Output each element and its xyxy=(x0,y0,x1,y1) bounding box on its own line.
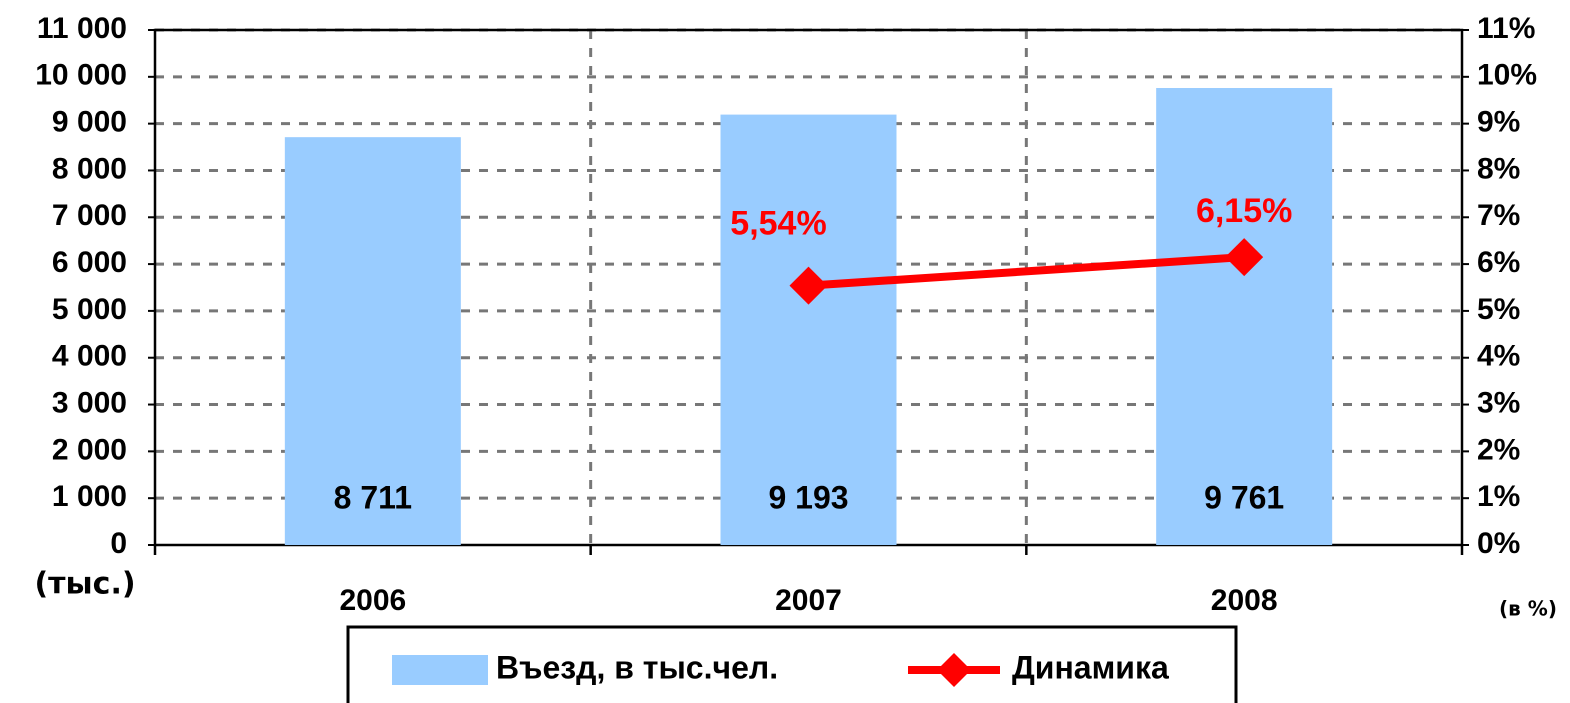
y2-tick-label: 1% xyxy=(1477,480,1520,513)
y-tick-label: 10 000 xyxy=(35,59,127,92)
bar-value-label: 8 711 xyxy=(334,479,412,515)
y-tick-label: 7 000 xyxy=(52,199,127,232)
y-tick-label: 2 000 xyxy=(52,433,127,466)
x-tick-label: 2006 xyxy=(339,584,406,617)
y2-tick-label: 11% xyxy=(1477,12,1535,45)
bar-value-label: 9 193 xyxy=(768,479,848,515)
y2-tick-label: 8% xyxy=(1477,152,1520,185)
x-tick-label: 2007 xyxy=(775,584,842,617)
legend-marker xyxy=(937,653,971,687)
y-tick-label: 8 000 xyxy=(52,152,127,185)
bar xyxy=(284,137,461,546)
y2-tick-label: 6% xyxy=(1477,246,1520,279)
y2-tick-label: 10% xyxy=(1477,59,1537,92)
y-tick-label: 1 000 xyxy=(52,480,127,513)
y2-tick-label: 4% xyxy=(1477,340,1520,373)
y-tick-label: 3 000 xyxy=(52,386,127,419)
y-tick-label: 11 000 xyxy=(37,12,127,45)
line-value-label: 5,54% xyxy=(730,205,826,243)
y-tick-label: 6 000 xyxy=(52,246,127,279)
bar xyxy=(1156,88,1333,546)
bar-value-label: 9 761 xyxy=(1204,479,1284,515)
y2-tick-label: 2% xyxy=(1477,433,1520,466)
y2-tick-label: 3% xyxy=(1477,386,1520,419)
y2-tick-label: 5% xyxy=(1477,293,1520,326)
x-tick-label: 2008 xyxy=(1211,584,1278,617)
y-tick-label: 0 xyxy=(110,527,127,560)
y-tick-label: 5 000 xyxy=(52,293,127,326)
y2-tick-label: 7% xyxy=(1477,199,1520,232)
y-axis-label: (тыс.) xyxy=(34,567,135,602)
legend-label: Динамика xyxy=(1012,649,1169,685)
y2-axis-label: (в %) xyxy=(1499,597,1557,621)
y-tick-label: 9 000 xyxy=(52,106,127,139)
y2-tick-label: 0% xyxy=(1477,527,1520,560)
legend-swatch xyxy=(392,655,488,685)
line xyxy=(808,253,1245,290)
bar xyxy=(720,114,897,545)
legend-box xyxy=(346,625,1238,703)
line-marker xyxy=(789,266,828,305)
legend-label: Въезд, в тыс.чел. xyxy=(496,649,778,685)
line-marker xyxy=(1225,238,1264,277)
y-tick-label: 4 000 xyxy=(52,340,127,373)
line-value-label: 6,15% xyxy=(1196,192,1292,230)
y2-tick-label: 9% xyxy=(1477,106,1520,139)
